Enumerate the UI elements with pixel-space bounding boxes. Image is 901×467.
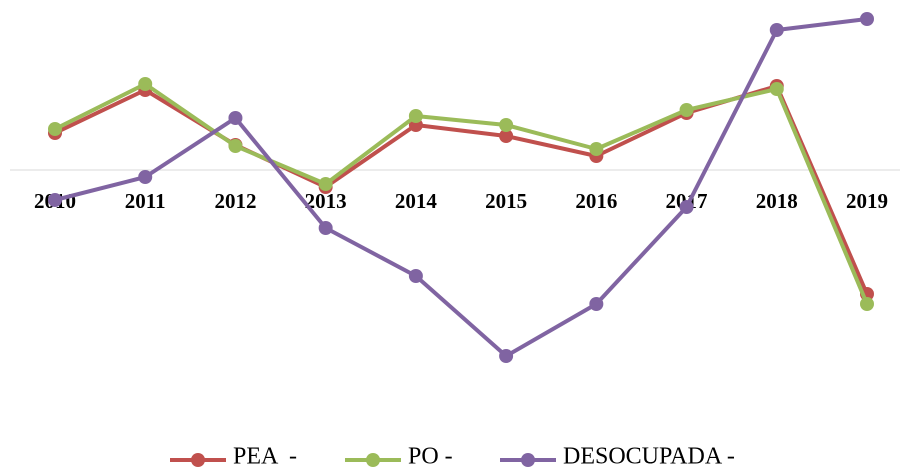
x-tick-label: 2018: [756, 189, 798, 213]
point: [860, 297, 874, 311]
point: [860, 12, 874, 26]
legend-label: PEA -: [233, 444, 297, 467]
point: [48, 193, 62, 207]
legend-marker: [521, 453, 535, 467]
point: [499, 349, 514, 363]
point: [769, 82, 784, 96]
point: [408, 269, 423, 283]
x-tick-label: 2014: [395, 189, 438, 213]
point: [769, 23, 784, 37]
x-tick-label: 2015: [485, 189, 527, 213]
series-line: [54, 17, 868, 358]
legend-label: DESOCUPADA -: [563, 444, 735, 467]
x-tick-label: 2011: [125, 189, 166, 213]
legend-label: PO -: [408, 444, 453, 467]
x-tick-label: 2016: [575, 189, 617, 213]
x-tick-label: 2012: [214, 189, 256, 213]
point: [499, 118, 514, 132]
point: [48, 122, 62, 136]
point: [679, 200, 694, 214]
x-tick-label: 2019: [846, 189, 888, 213]
point: [589, 142, 604, 156]
point: [318, 177, 333, 191]
series-line: [54, 84, 869, 295]
legend-marker: [191, 453, 205, 467]
point: [138, 77, 153, 91]
point: [138, 170, 153, 184]
point: [679, 103, 694, 117]
point: [228, 111, 243, 125]
point: [228, 139, 243, 153]
legend-marker: [366, 453, 380, 467]
point: [408, 109, 423, 123]
point: [318, 221, 333, 235]
series-line: [54, 82, 869, 305]
point: [589, 297, 604, 311]
point: [499, 129, 514, 143]
